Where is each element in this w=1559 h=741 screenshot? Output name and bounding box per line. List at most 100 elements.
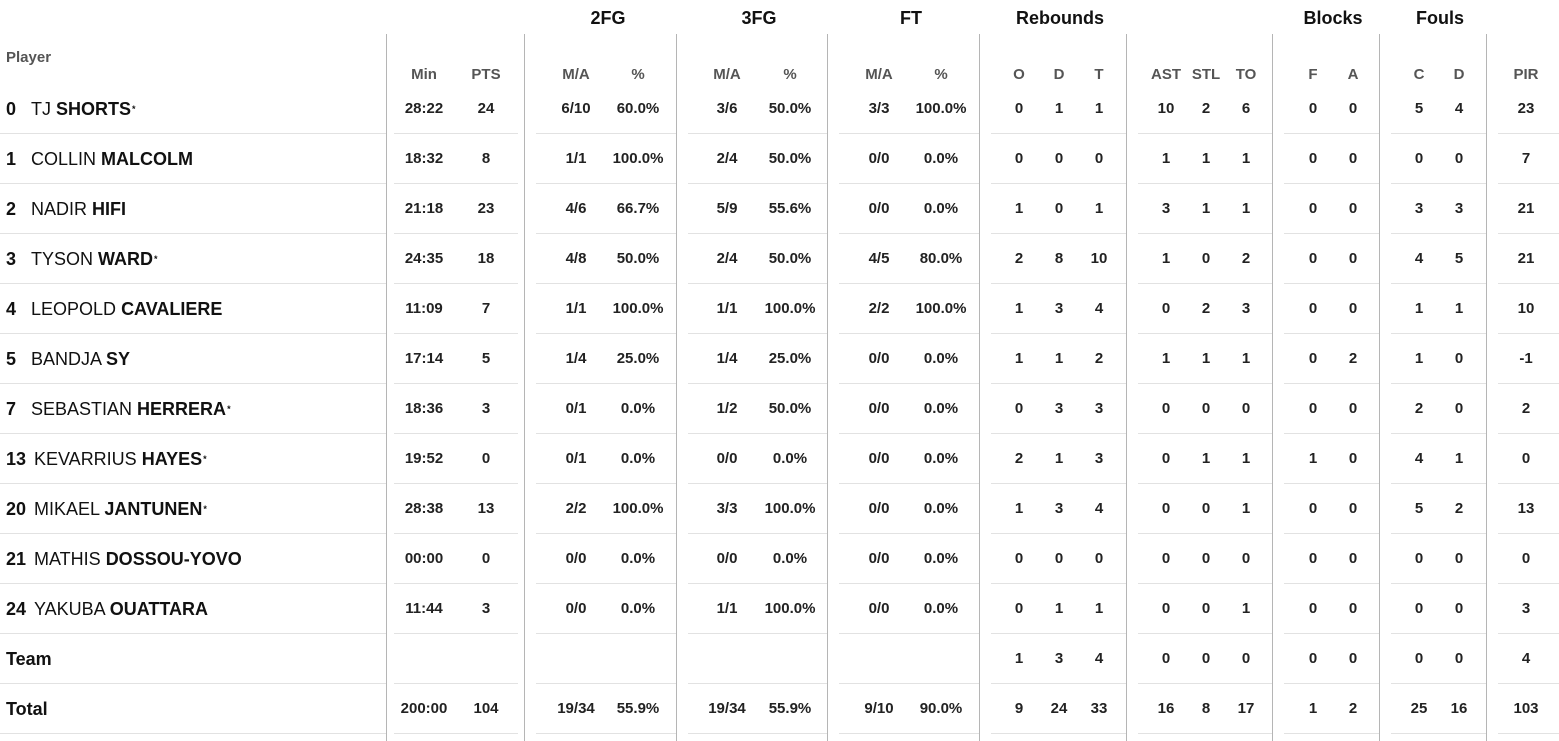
stat-blocks-for: 0: [1308, 150, 1318, 167]
row-divider: [1138, 733, 1272, 734]
row-divider: [839, 133, 979, 134]
stat-blocks-against: 0: [1348, 500, 1358, 517]
stat-assists: 0: [1161, 500, 1171, 517]
stat-fouls-committed: 0: [1414, 150, 1424, 167]
stat-pts: 23: [477, 200, 495, 217]
stat-reb-defensive: 1: [1054, 100, 1064, 117]
stat-ft-made-attempted: 4/5: [868, 250, 890, 267]
stat-pir: 3: [1521, 600, 1531, 617]
player-row: 2 NADIR HIFI 21:18 23 4/6 66.7% 5/9 55.6% 0/0 0.0…: [0, 184, 1559, 234]
stat-2fg-made-attempted: 1/4: [565, 350, 587, 367]
row-divider: [394, 683, 518, 684]
stat-2fg-pct: 0.0%: [620, 550, 656, 567]
group-header-rebounds: Rebounds: [1016, 8, 1104, 28]
player-row: 21 MATHIS DOSSOU-YOVO 00:00 0 0/0 0.0% 0/0 0.0%…: [0, 534, 1559, 584]
player-name: SEBASTIAN HERRERA*: [31, 384, 231, 434]
stat-pts: 104: [473, 700, 499, 717]
stat-3fg-made-attempted: 5/9: [716, 200, 738, 217]
stat-3fg-made-attempted: 1/1: [716, 300, 738, 317]
stat-min: 11:09: [405, 300, 443, 317]
stat-ft-made-attempted: 9/10: [864, 700, 894, 717]
player-row: 7 SEBASTIAN HERRERA* 18:36 3 0/1 0.0% 1/2 50.0%…: [0, 384, 1559, 434]
stat-reb-offensive: 1: [1014, 650, 1024, 667]
stat-2fg-pct: 100.0%: [612, 500, 664, 517]
row-divider: [839, 433, 979, 434]
stat-reb-offensive: 1: [1014, 300, 1024, 317]
row-divider: [1138, 383, 1272, 384]
stat-reb-offensive: 0: [1014, 150, 1024, 167]
stat-fouls-committed: 0: [1414, 650, 1424, 667]
player-first-name: BANDJA: [31, 349, 102, 369]
stat-fouls-committed: 5: [1414, 100, 1424, 117]
stat-blocks-for: 0: [1308, 250, 1318, 267]
stat-2fg-made-attempted: 4/6: [565, 200, 587, 217]
stat-fouls-committed: 2: [1414, 400, 1424, 417]
player-name: KEVARRIUS HAYES*: [34, 434, 207, 484]
row-divider: [1498, 533, 1559, 534]
stat-3fg-pct: 50.0%: [768, 100, 812, 117]
stat-blocks-for: 0: [1308, 550, 1318, 567]
stat-pts: 5: [481, 350, 491, 367]
stat-ft-pct: 0.0%: [923, 550, 959, 567]
stat-turnovers: 0: [1241, 550, 1251, 567]
row-divider: [839, 583, 979, 584]
stat-ft-pct: [905, 634, 977, 684]
stat-pir: -1: [1519, 350, 1533, 367]
subheader-reb-defensive: D: [1053, 66, 1065, 83]
subheader-3fg-made-attempted: M/A: [713, 66, 741, 83]
row-divider: [991, 583, 1126, 584]
row-divider: [688, 183, 827, 184]
stat-reb-offensive: 0: [1014, 550, 1024, 567]
stat-blocks-against: 0: [1348, 550, 1358, 567]
stat-3fg-made-attempted: 2/4: [716, 250, 738, 267]
stat-3fg-pct: 0.0%: [772, 450, 808, 467]
row-divider: [688, 283, 827, 284]
row-divider: [1284, 633, 1379, 634]
row-divider: [1284, 483, 1379, 484]
stat-blocks-for: 1: [1308, 700, 1318, 717]
stat-reb-defensive: 0: [1054, 150, 1064, 167]
row-divider: [991, 333, 1126, 334]
stat-blocks-for: 0: [1308, 300, 1318, 317]
row-divider: [1498, 633, 1559, 634]
row-divider: [1138, 433, 1272, 434]
stat-ft-pct: 0.0%: [923, 450, 959, 467]
player-number: 0: [6, 99, 17, 119]
group-header-2fg: 2FG: [590, 8, 626, 28]
row-divider: [1498, 433, 1559, 434]
player-number: 1: [6, 149, 17, 169]
stat-pts: 7: [481, 300, 491, 317]
row-divider: [688, 533, 827, 534]
stat-3fg-made-attempted: 3/3: [716, 500, 738, 517]
column-divider: [386, 34, 387, 741]
subheader-reb-offensive: O: [1013, 66, 1025, 83]
stat-turnovers: 1: [1241, 350, 1251, 367]
player-number: 2: [6, 199, 17, 219]
stat-reb-total: 1: [1094, 600, 1104, 617]
row-divider: [1284, 583, 1379, 584]
row-divider: [1391, 433, 1486, 434]
row-divider: [1138, 683, 1272, 684]
player-first-name: KEVARRIUS: [34, 449, 137, 469]
stat-2fg-pct: [602, 634, 674, 684]
row-divider: [1498, 483, 1559, 484]
row-divider: [839, 183, 979, 184]
total-row: Total 200:00 104 19/34 55.9% 19/34 55.9% 9/10 90…: [0, 684, 1559, 734]
row-divider: [1498, 283, 1559, 284]
player-first-name: MATHIS: [34, 549, 101, 569]
player-last-name: OUATTARA: [109, 599, 209, 619]
stat-steals: 2: [1201, 300, 1211, 317]
stat-pts: 13: [477, 500, 495, 517]
row-divider: [1284, 183, 1379, 184]
stat-2fg-pct: 0.0%: [620, 450, 656, 467]
row-divider: [991, 283, 1126, 284]
player-first-name: LEOPOLD: [31, 299, 117, 319]
stat-3fg-made-attempted: 1/4: [716, 350, 738, 367]
stat-blocks-against: 0: [1348, 200, 1358, 217]
stat-reb-total: 4: [1094, 500, 1104, 517]
stat-pts: 3: [481, 400, 491, 417]
team-row: Team 1 3 4 0 0 0 0 0 0 0 4: [0, 634, 1559, 684]
player-first-name: SEBASTIAN: [31, 399, 133, 419]
row-divider: [394, 483, 518, 484]
stat-blocks-against: 2: [1348, 700, 1358, 717]
